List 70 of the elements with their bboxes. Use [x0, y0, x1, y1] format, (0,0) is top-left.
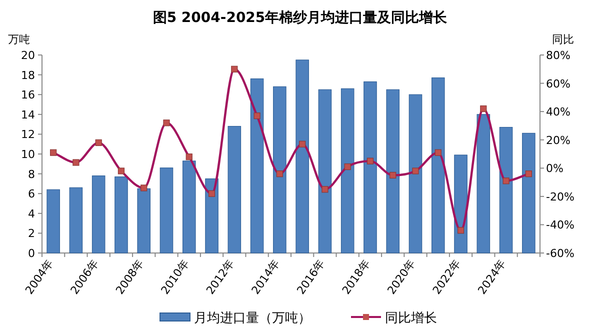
y-tick-label: 20 — [21, 49, 35, 62]
y-axis-title: 万吨 — [8, 33, 30, 46]
y-tick-label: 6 — [28, 188, 35, 201]
y-tick-label: 18 — [21, 68, 35, 82]
y2-axis-title: 同比 — [552, 33, 574, 46]
point — [525, 170, 532, 178]
bar — [46, 189, 60, 254]
point — [434, 149, 442, 156]
point — [344, 163, 351, 170]
y-tick-label: 16 — [21, 88, 35, 102]
y2-tick-label: -20% — [546, 190, 574, 204]
point — [186, 154, 192, 160]
point — [140, 184, 148, 192]
bar — [476, 114, 490, 254]
y-tick-label: 0 — [28, 247, 35, 260]
bar — [92, 175, 106, 254]
point — [457, 227, 464, 234]
y2-tick-label: -40% — [546, 218, 574, 232]
point — [299, 140, 306, 148]
bar — [137, 188, 150, 254]
bar — [386, 89, 400, 254]
bar — [69, 187, 83, 254]
bar — [160, 168, 174, 254]
y2-tick-label: 60% — [546, 77, 570, 90]
bar — [228, 126, 242, 254]
point — [502, 178, 510, 184]
y-tick-label: 10 — [21, 148, 35, 161]
chart-title: 图5 2004-2025年棉纱月均进口量及同比增长 — [152, 10, 448, 26]
bar — [296, 60, 309, 254]
bar — [114, 176, 128, 254]
bar — [273, 86, 286, 254]
bar — [250, 78, 264, 254]
point — [412, 168, 419, 174]
y2-tick-label: 20% — [546, 134, 570, 147]
legend-月均进口量（万吨）: 月均进口量（万吨） — [160, 311, 311, 326]
bar — [454, 154, 468, 254]
y-tick-label: 2 — [28, 227, 35, 240]
point — [95, 139, 102, 146]
bar — [205, 178, 218, 254]
bar — [182, 160, 196, 254]
point — [390, 172, 396, 179]
point — [322, 186, 328, 193]
point — [480, 105, 487, 112]
bar — [318, 89, 332, 254]
bar — [340, 88, 354, 254]
y2-tick-label: -60% — [546, 247, 574, 260]
bar — [432, 77, 445, 254]
bar — [499, 126, 513, 254]
point — [254, 112, 260, 120]
legend-label: 月均进口量（万吨） — [194, 311, 311, 326]
y-tick-label: 12 — [21, 128, 35, 142]
point — [118, 168, 125, 174]
point — [366, 158, 374, 164]
legend-label: 同比增长 — [385, 311, 437, 326]
y-tick-label: 8 — [28, 168, 35, 181]
y2-tick-label: 40% — [546, 106, 570, 119]
y2-tick-label: 0% — [546, 162, 564, 176]
y-tick-label: 14 — [21, 108, 35, 122]
bar — [364, 81, 377, 254]
point — [72, 159, 80, 166]
bar — [408, 94, 422, 254]
bar — [522, 132, 536, 254]
point — [50, 149, 57, 156]
legend-同比增长: 同比增长 — [351, 311, 437, 326]
y-tick-label: 4 — [28, 207, 35, 220]
y2-tick-label: 80% — [546, 49, 570, 62]
point — [208, 190, 216, 197]
point — [163, 120, 170, 126]
point — [231, 66, 238, 72]
point — [276, 170, 283, 178]
